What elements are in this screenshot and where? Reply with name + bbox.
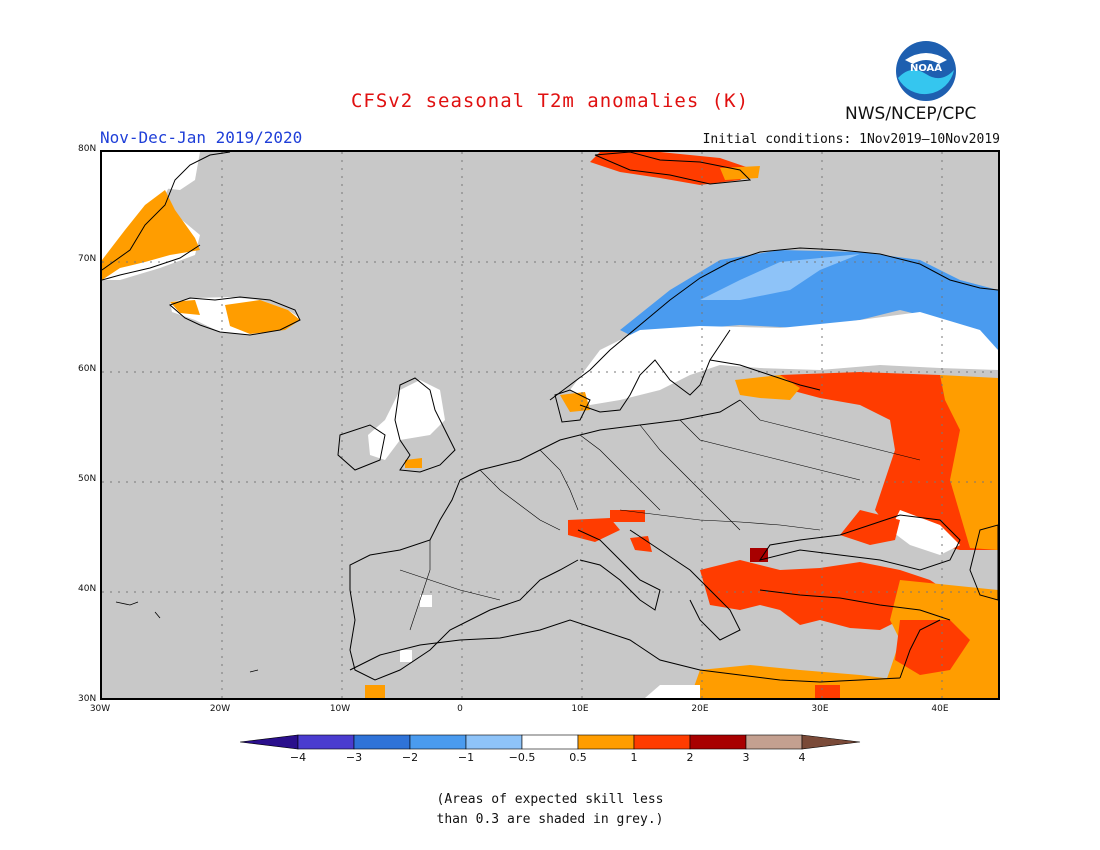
colorbar-segment — [353, 734, 411, 750]
colorbar-segment — [239, 734, 299, 750]
lon-label: 30W — [89, 704, 111, 714]
lat-label: 70N — [78, 254, 97, 264]
lat-label: 30N — [78, 694, 97, 704]
lat-label: 50N — [78, 474, 97, 484]
skill-note-line1: (Areas of expected skill less — [436, 792, 664, 807]
colorbar-segment — [297, 734, 355, 750]
agency-label: NWS/NCEP/CPC — [845, 104, 977, 124]
colorbar-segment — [521, 734, 579, 750]
lat-label: 60N — [78, 364, 97, 374]
colorbar-label: −2 — [401, 751, 419, 764]
colorbar-segment — [465, 734, 523, 750]
lon-label: 30E — [811, 704, 829, 714]
noaa-logo-icon: NOAA — [895, 40, 957, 102]
colorbar — [239, 734, 862, 754]
chart-title: CFSv2 seasonal T2m anomalies (K) — [350, 90, 750, 112]
colorbar-label: 1 — [630, 751, 638, 764]
anomaly-patches — [102, 152, 998, 698]
coastlines — [102, 152, 998, 683]
lat-label: 80N — [78, 144, 97, 154]
colorbar-segment — [801, 734, 861, 750]
colorbar-segment — [409, 734, 467, 750]
initial-conditions: Initial conditions: 1Nov2019—10Nov2019 — [702, 132, 1000, 147]
skill-note-line2: than 0.3 are shaded in grey.) — [436, 812, 664, 827]
lat-label: 40N — [78, 584, 97, 594]
colorbar-label: 0.5 — [569, 751, 587, 764]
colorbar-label: 4 — [798, 751, 806, 764]
lon-label: 20W — [209, 704, 231, 714]
lon-label: 10E — [571, 704, 589, 714]
lon-label: 20E — [691, 704, 709, 714]
colorbar-label: 2 — [686, 751, 694, 764]
colorbar-label: −0.5 — [508, 751, 536, 764]
colorbar-segment — [633, 734, 691, 750]
colorbar-segment — [689, 734, 747, 750]
borders — [399, 399, 921, 631]
islands — [115, 601, 259, 673]
colorbar-segment — [745, 734, 803, 750]
colorbar-segment — [577, 734, 635, 750]
colorbar-label: 3 — [742, 751, 750, 764]
colorbar-label: −1 — [457, 751, 475, 764]
graticule — [102, 152, 998, 698]
colorbar-label: −3 — [345, 751, 363, 764]
svg-text:NOAA: NOAA — [910, 63, 942, 74]
lon-label: 0 — [457, 704, 463, 714]
forecast-period: Nov-Dec-Jan 2019/2020 — [100, 128, 303, 147]
lon-label: 10W — [329, 704, 351, 714]
anomaly-map — [100, 150, 1000, 700]
lon-label: 40E — [931, 704, 949, 714]
colorbar-label: −4 — [289, 751, 307, 764]
